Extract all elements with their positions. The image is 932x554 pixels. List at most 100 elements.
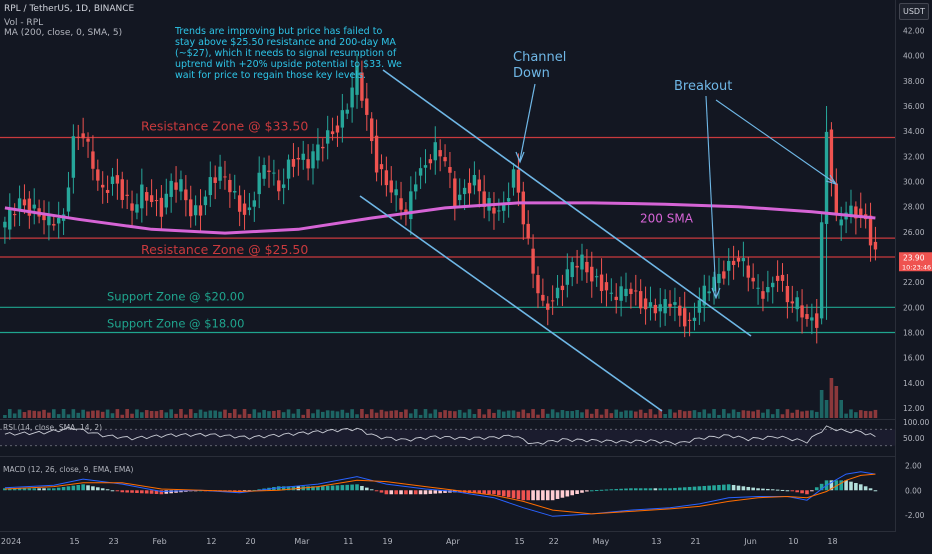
volume-bar	[854, 412, 858, 418]
candle	[409, 191, 413, 220]
candle	[712, 276, 716, 292]
volume-bar	[751, 411, 755, 418]
candle	[125, 194, 129, 196]
candle	[404, 209, 408, 214]
channel-lower-line	[359, 195, 663, 412]
candle	[599, 274, 604, 292]
resistance-zone-label: Resistance Zone @ $33.50	[141, 118, 308, 133]
candle	[120, 179, 124, 200]
macd-histogram-bar	[22, 488, 27, 491]
volume-bar	[374, 412, 379, 418]
currency-badge[interactable]: USDT	[899, 3, 929, 20]
volume-bar	[174, 413, 178, 418]
candle	[492, 207, 496, 214]
macd-histogram-bar	[81, 484, 85, 491]
macd-histogram-bar	[477, 490, 482, 494]
candle	[399, 198, 403, 210]
candle	[560, 285, 565, 291]
volume-bar	[27, 410, 32, 418]
candle	[467, 182, 472, 194]
macd-legend: MACD (12, 26, close, 9, EMA, EMA)	[3, 465, 133, 474]
volume-bar	[281, 412, 286, 418]
x-tick-label: 15	[69, 537, 79, 546]
candle	[731, 260, 736, 265]
volume-bar	[678, 409, 682, 418]
macd-histogram-bar	[433, 490, 438, 494]
volume-bar	[717, 414, 721, 418]
macd-histogram-bar	[570, 490, 575, 496]
volume-bar	[399, 411, 403, 418]
candle	[169, 180, 173, 197]
candle	[355, 65, 359, 95]
x-tick-label: 12	[206, 537, 216, 546]
volume-bar	[780, 414, 785, 418]
candle	[668, 303, 672, 307]
volume-bar	[844, 413, 848, 418]
candle	[247, 207, 252, 211]
macd-histogram-bar	[384, 490, 389, 495]
volume-bar	[609, 413, 614, 418]
channel-down-label: Down	[513, 66, 550, 81]
macd-histogram-bar	[643, 488, 648, 491]
candle	[634, 290, 638, 292]
macd-tick: 2.00	[905, 461, 922, 470]
candle	[546, 303, 550, 310]
candle	[594, 276, 599, 278]
volume-bar	[638, 409, 643, 418]
volume-bar	[643, 412, 648, 418]
macd-histogram-bar	[629, 488, 633, 491]
macd-histogram-bar	[291, 486, 296, 491]
candle	[296, 157, 301, 160]
volume-bar	[291, 413, 296, 418]
candle	[663, 299, 667, 314]
candle	[159, 197, 164, 217]
macd-histogram-bar	[717, 484, 721, 491]
volume-bar	[355, 414, 359, 418]
macd-histogram-bar	[7, 488, 12, 491]
macd-histogram-bar	[839, 480, 844, 491]
candle	[369, 118, 374, 142]
volume-bar	[433, 409, 438, 418]
candle	[702, 285, 706, 306]
volume-bar	[863, 410, 868, 418]
symbol-title[interactable]: RPL / TetherUS, 1D, BINANCE	[4, 4, 135, 14]
candle	[145, 192, 149, 201]
macd-histogram-bar	[829, 480, 834, 491]
macd-histogram-bar	[281, 486, 286, 491]
macd-histogram-bar	[511, 490, 516, 499]
candle	[536, 275, 540, 294]
macd-histogram-bar	[673, 487, 677, 491]
candle	[17, 198, 22, 210]
macd-histogram-bar	[785, 490, 790, 492]
macd-histogram-bar	[404, 490, 408, 495]
volume-bar	[296, 409, 301, 418]
candle	[438, 150, 442, 157]
macd-histogram-bar	[761, 488, 765, 491]
x-tick-label: Jun	[743, 537, 757, 546]
candle	[184, 189, 188, 201]
candle	[472, 175, 477, 186]
channel-down-label: Channel	[513, 50, 566, 65]
macd-histogram-bar	[61, 486, 66, 491]
macd-histogram-bar	[594, 490, 599, 492]
volume-bar	[164, 412, 169, 418]
candle	[306, 159, 310, 169]
macd-histogram-bar	[619, 488, 623, 491]
candle	[673, 302, 677, 305]
volume-bar	[692, 410, 697, 418]
volume-bar	[86, 411, 90, 418]
y-tick-label: 22.00	[903, 278, 925, 287]
macd-histogram-bar	[418, 490, 423, 495]
volume-bar	[814, 411, 819, 418]
volume-bar	[193, 413, 198, 418]
macd-histogram-bar	[286, 486, 291, 491]
volume-bar	[506, 410, 511, 418]
candle	[316, 144, 320, 161]
macd-histogram-bar	[722, 484, 726, 491]
candle	[815, 313, 819, 328]
volume-bar	[467, 409, 472, 418]
candle	[643, 298, 648, 310]
x-tick-label: 15	[514, 537, 524, 546]
